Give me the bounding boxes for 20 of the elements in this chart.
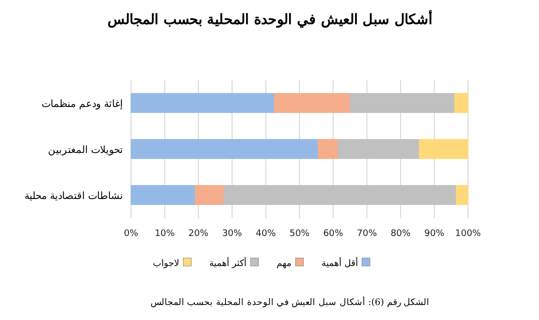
x-tick-label: 100% — [455, 229, 482, 239]
y-tick-label: إغاثة ودعم منظمات — [42, 99, 123, 110]
legend-label: لاجواب — [152, 259, 180, 269]
x-tick-label: 60% — [323, 229, 344, 239]
x-tick-label: 30% — [222, 229, 243, 239]
legend-label: مهم — [276, 259, 292, 269]
legend-label: أكثر أهمية — [209, 257, 247, 269]
x-tick-label: 50% — [289, 229, 310, 239]
legend-label: أقل أهمية — [322, 257, 358, 269]
chart-title: أشكال سبل العيش في الوحدة المحلية بحسب المجالس — [107, 9, 433, 28]
x-tick-label: 70% — [356, 229, 378, 239]
y-tick-label: تحويلات المغتربين — [48, 145, 123, 156]
x-tick-label: 10% — [154, 229, 176, 239]
x-tick-label: 80% — [390, 229, 412, 239]
x-tick-label: 20% — [188, 229, 209, 239]
x-tick-label: 0% — [124, 229, 139, 239]
text: الشكل رقم (6): أشكال سبل العيش في الوحدة المحلية بحسب المجالس — [150, 295, 430, 308]
x-tick-label: 40% — [256, 229, 276, 239]
x-tick-label: 90% — [424, 229, 445, 239]
y-tick-label: نشاطات اقتصادية محلية — [24, 191, 123, 202]
